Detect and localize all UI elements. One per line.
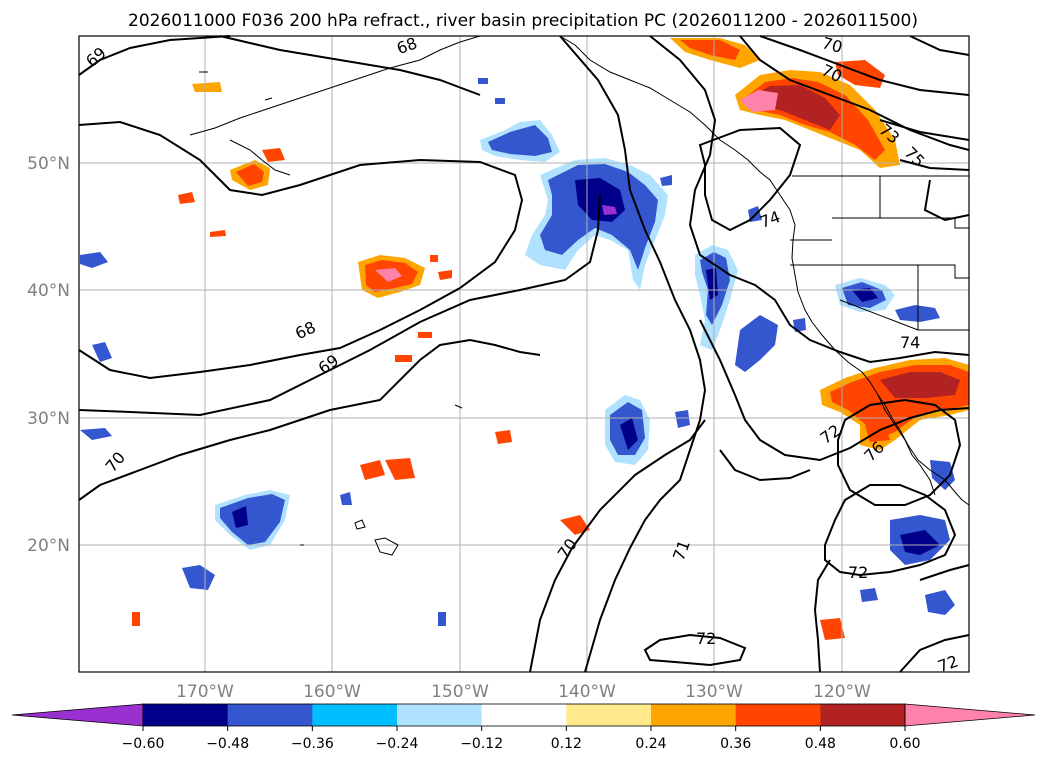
colorbar-segment — [820, 704, 906, 726]
lon-label-130w: 130°W — [685, 682, 743, 702]
colorbar-tick-label: −0.36 — [291, 736, 334, 752]
longitude-labels: 170°W 160°W 150°W 140°W 130°W 120°W — [176, 682, 871, 702]
colorbar-segment — [481, 704, 567, 726]
colorbar-tick-label: 0.12 — [551, 736, 582, 752]
lat-label-50n: 50°N — [27, 154, 70, 174]
lat-label-30n: 30°N — [27, 409, 70, 429]
colorbar-tick-label: −0.12 — [460, 736, 503, 752]
contour-label: 74 — [900, 333, 920, 352]
lon-label-140w: 140°W — [558, 682, 616, 702]
colorbar-extend-high — [904, 703, 1036, 727]
lon-label-160w: 160°W — [303, 682, 361, 702]
colorbar-extend-low — [11, 703, 144, 727]
contour-label: 70 — [820, 33, 845, 57]
map-title: 2026011000 F036 200 hPa refract., river … — [128, 11, 918, 31]
coastlines — [189, 35, 970, 556]
colorbar-segment — [397, 704, 483, 726]
colorbar-frame — [142, 703, 906, 727]
lon-label-170w: 170°W — [176, 682, 234, 702]
colorbar-tick-label: 0.48 — [805, 736, 836, 752]
precip-positive-anomaly — [132, 38, 969, 640]
colorbar-tick-label: 0.24 — [635, 736, 666, 752]
map-frame — [78, 35, 970, 673]
refractivity-contours — [78, 35, 970, 673]
lat-label-40n: 40°N — [27, 281, 70, 301]
colorbar-tick-labels: −0.60 −0.48 −0.36 −0.24 −0.12 0.12 0.24 0.36 0.4… — [122, 726, 921, 752]
colorbar-tick-label: 0.36 — [720, 736, 751, 752]
colorbar-segment — [566, 704, 652, 726]
contour-label: 72 — [848, 563, 868, 582]
colorbar — [11, 703, 1036, 727]
colorbar-tick-label: −0.48 — [206, 736, 249, 752]
colorbar-segment — [143, 704, 229, 726]
contour-label: 72 — [696, 629, 716, 648]
lat-label-20n: 20°N — [27, 536, 70, 556]
colorbar-tick-label: −0.24 — [376, 736, 419, 752]
colorbar-segment — [227, 704, 313, 726]
colorbar-segment — [735, 704, 821, 726]
lon-label-120w: 120°W — [813, 682, 871, 702]
lon-label-150w: 150°W — [431, 682, 489, 702]
colorbar-segment — [312, 704, 398, 726]
colorbar-segment — [651, 704, 737, 726]
map-panel: 69 68 70 70 73 75 74 68 69 74 70 72 76 7… — [78, 33, 970, 676]
latitude-labels: 50°N 40°N 30°N 20°N — [27, 154, 70, 556]
colorbar-tick-label: 0.60 — [889, 736, 920, 752]
colorbar-tick-label: −0.60 — [122, 736, 165, 752]
